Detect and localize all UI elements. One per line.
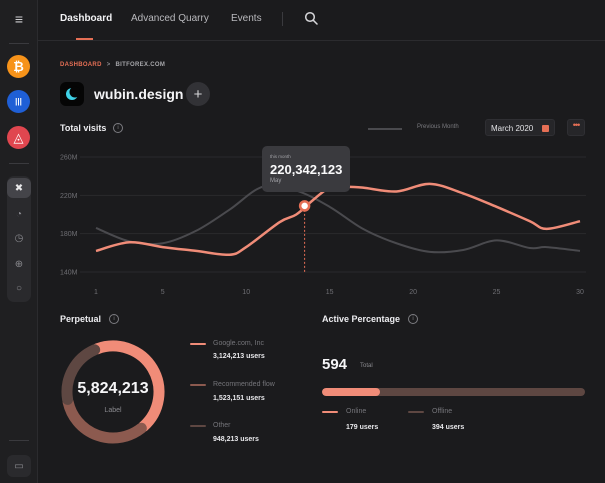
breadcrumb-dashboard[interactable]: DASHBOARD [60, 62, 102, 68]
brand-name: wubin.design [94, 86, 184, 102]
breadcrumb: DASHBOARD > BITFOREX.COM [60, 62, 165, 68]
x-tick-label: 10 [242, 289, 250, 296]
online-line [322, 411, 338, 413]
info-icon[interactable]: i [109, 314, 119, 324]
legend-google-line [190, 343, 206, 345]
settings-icon[interactable]: ○ [15, 282, 23, 294]
tooltip-label: this month [270, 154, 291, 159]
offline-line [408, 411, 424, 413]
legend-recommended-line [190, 384, 206, 386]
legend-other-value: 948,213 users [213, 436, 259, 443]
x-tick-label: 1 [94, 289, 98, 296]
legend-previous-label: Previous Month [417, 124, 459, 130]
total-visits-title: Total visits [60, 123, 107, 133]
info-icon[interactable]: i [408, 314, 418, 324]
tooltip-value: 220,342,123 [270, 162, 343, 177]
y-tick-label: 180M [60, 231, 78, 238]
month-select[interactable]: March 2020 [485, 119, 555, 136]
legend-google-value: 3,124,213 users [213, 353, 265, 360]
perpetual-donut [61, 340, 165, 444]
tooltip-month: May [270, 178, 282, 184]
x-tick-label: 25 [493, 289, 501, 296]
donut-label: Label [104, 407, 122, 414]
moon-logo-icon [66, 86, 81, 100]
legend-recommended-value: 1,523,151 users [213, 395, 265, 402]
legend-google-name: Google.com, Inc [213, 340, 264, 347]
x-tick-label: 5 [161, 289, 165, 296]
airbnb-icon[interactable]: ◬ [7, 126, 30, 149]
sidebar-divider [9, 43, 29, 44]
sidebar: ≡ ₿ ||| ◬ ✖ ◔ ◷ ⊕ ○ ▭ [0, 0, 38, 483]
donut-segment-other [61, 344, 101, 405]
sidebar-divider [9, 163, 29, 164]
previous-month-line [95, 184, 581, 254]
y-tick-label: 260M [60, 155, 78, 162]
history-icon[interactable]: ◷ [14, 232, 24, 244]
y-tick-label: 220M [60, 193, 78, 200]
tool-group: ✖ ◔ ◷ ⊕ ○ [7, 176, 31, 302]
offline-value: 394 users [432, 424, 465, 431]
chat-icon[interactable]: ▭ [7, 455, 31, 477]
clock-icon[interactable]: ◔ [15, 208, 23, 220]
search-icon[interactable] [304, 11, 318, 25]
breadcrumb-site[interactable]: BITFOREX.COM [115, 62, 166, 68]
legend-other-line [190, 425, 206, 427]
legend-recommended-name: Recommended flow [213, 381, 275, 388]
globe-icon[interactable]: ⊕ [14, 258, 24, 270]
more-button[interactable]: ••• [567, 119, 585, 136]
intercom-icon[interactable]: ||| [7, 90, 30, 113]
month-select-value: March 2020 [491, 124, 534, 133]
breadcrumb-separator: > [106, 62, 111, 68]
chart-tooltip: this month 220,342,123 May [262, 146, 350, 192]
add-button[interactable]: + [186, 82, 210, 106]
legend-other-name: Other [213, 422, 231, 429]
tab-events[interactable]: Events [231, 13, 262, 24]
y-tick-label: 140M [60, 270, 78, 277]
perpetual-title: Perpetual [60, 314, 102, 324]
bitcoin-icon[interactable]: ₿ [7, 55, 30, 78]
donut-segment-google [91, 340, 165, 432]
active-total-label: Total [360, 363, 373, 369]
active-total: 594 [322, 356, 348, 373]
active-percentage-title: Active Percentage [322, 314, 401, 324]
offline-label: Offline [432, 408, 453, 415]
active-progress-track [322, 388, 585, 396]
donut-total: 5,824,213 [77, 380, 149, 397]
legend-previous-line [368, 128, 402, 130]
tab-advanced-quarry[interactable]: Advanced Quarry [131, 13, 209, 24]
highlight-point[interactable] [298, 200, 311, 212]
x-tick-label: 15 [326, 289, 334, 296]
hamburger-icon[interactable]: ≡ [14, 11, 24, 27]
online-value: 179 users [346, 424, 379, 431]
x-tick-label: 30 [576, 289, 584, 296]
top-nav: Dashboard Advanced Quarry Events [38, 0, 605, 41]
this-month-line [95, 182, 581, 257]
active-tab-indicator [76, 38, 93, 40]
x-tick-label: 20 [409, 289, 417, 296]
nav-divider [282, 12, 283, 26]
brand-logo [60, 82, 84, 106]
calendar-icon [542, 125, 549, 132]
info-icon[interactable]: i [113, 123, 123, 133]
sidebar-divider [9, 440, 29, 441]
wrench-icon[interactable]: ✖ [7, 178, 31, 198]
tab-dashboard[interactable]: Dashboard [60, 13, 113, 24]
online-label: Online [346, 408, 367, 415]
donut-segment-recommended [62, 396, 147, 444]
active-progress-fill [322, 388, 380, 396]
